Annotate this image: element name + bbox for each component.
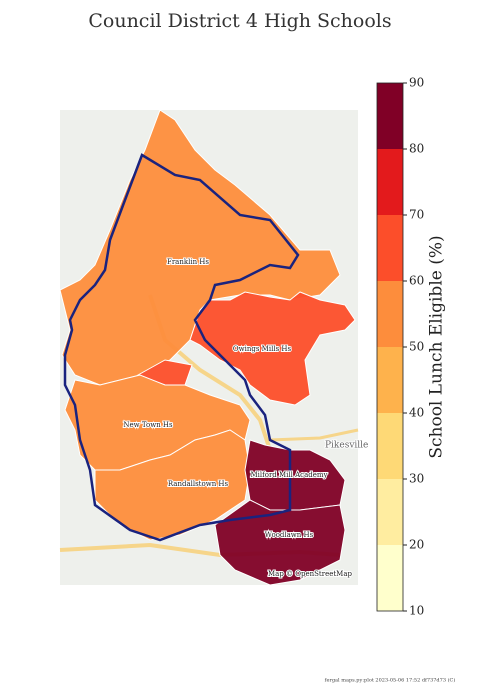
school-label: Franklin Hs [167,258,209,266]
colorbar-bin [377,545,403,611]
colorbar-tick-label: 30 [409,472,424,486]
colorbar-bin [377,281,403,347]
colorbar-bin [377,149,403,215]
footer: fergal maps.py:plot 2023-05-06 17:52 df7… [325,677,456,684]
school-label: New Town Hs [123,421,173,429]
district-boundary [63,153,300,542]
colorbar-bin [377,215,403,281]
title: Council District 4 High Schools [88,10,391,32]
colorbar-bin [377,479,403,545]
colorbar-tick-label: 50 [409,340,424,354]
colorbar: 10 20 30 40 50 60 70 80 90 [376,76,424,618]
colorbar-tick-label: 40 [409,406,424,420]
place-label: Pikesville [325,441,368,451]
colorbar-tick-label: 80 [409,142,424,156]
colorbar-tick-label: 90 [409,76,424,90]
road [269,428,359,442]
school-label: Milford Mill Academy [251,471,328,479]
colorbar-tick-label: 20 [409,538,424,552]
school-label: Owings Mills Hs [233,345,292,353]
school-region [214,499,346,586]
colorbar-bin [377,83,403,149]
colorbar-bin [377,413,403,479]
colorbar-tick-label: 70 [409,208,424,222]
colorbar-tick-label: 60 [409,274,424,288]
school-label: Woodlawn Hs [265,531,314,539]
school-label: Randallstown Hs [168,480,229,488]
regions [59,109,356,586]
colorbar-label: School Lunch Eligible (%) [427,235,447,458]
colorbar-tick-label: 10 [409,604,424,618]
attribution: Map © OpenStreetMap [268,570,353,578]
school-region [189,291,356,406]
colorbar-bin [377,347,403,413]
